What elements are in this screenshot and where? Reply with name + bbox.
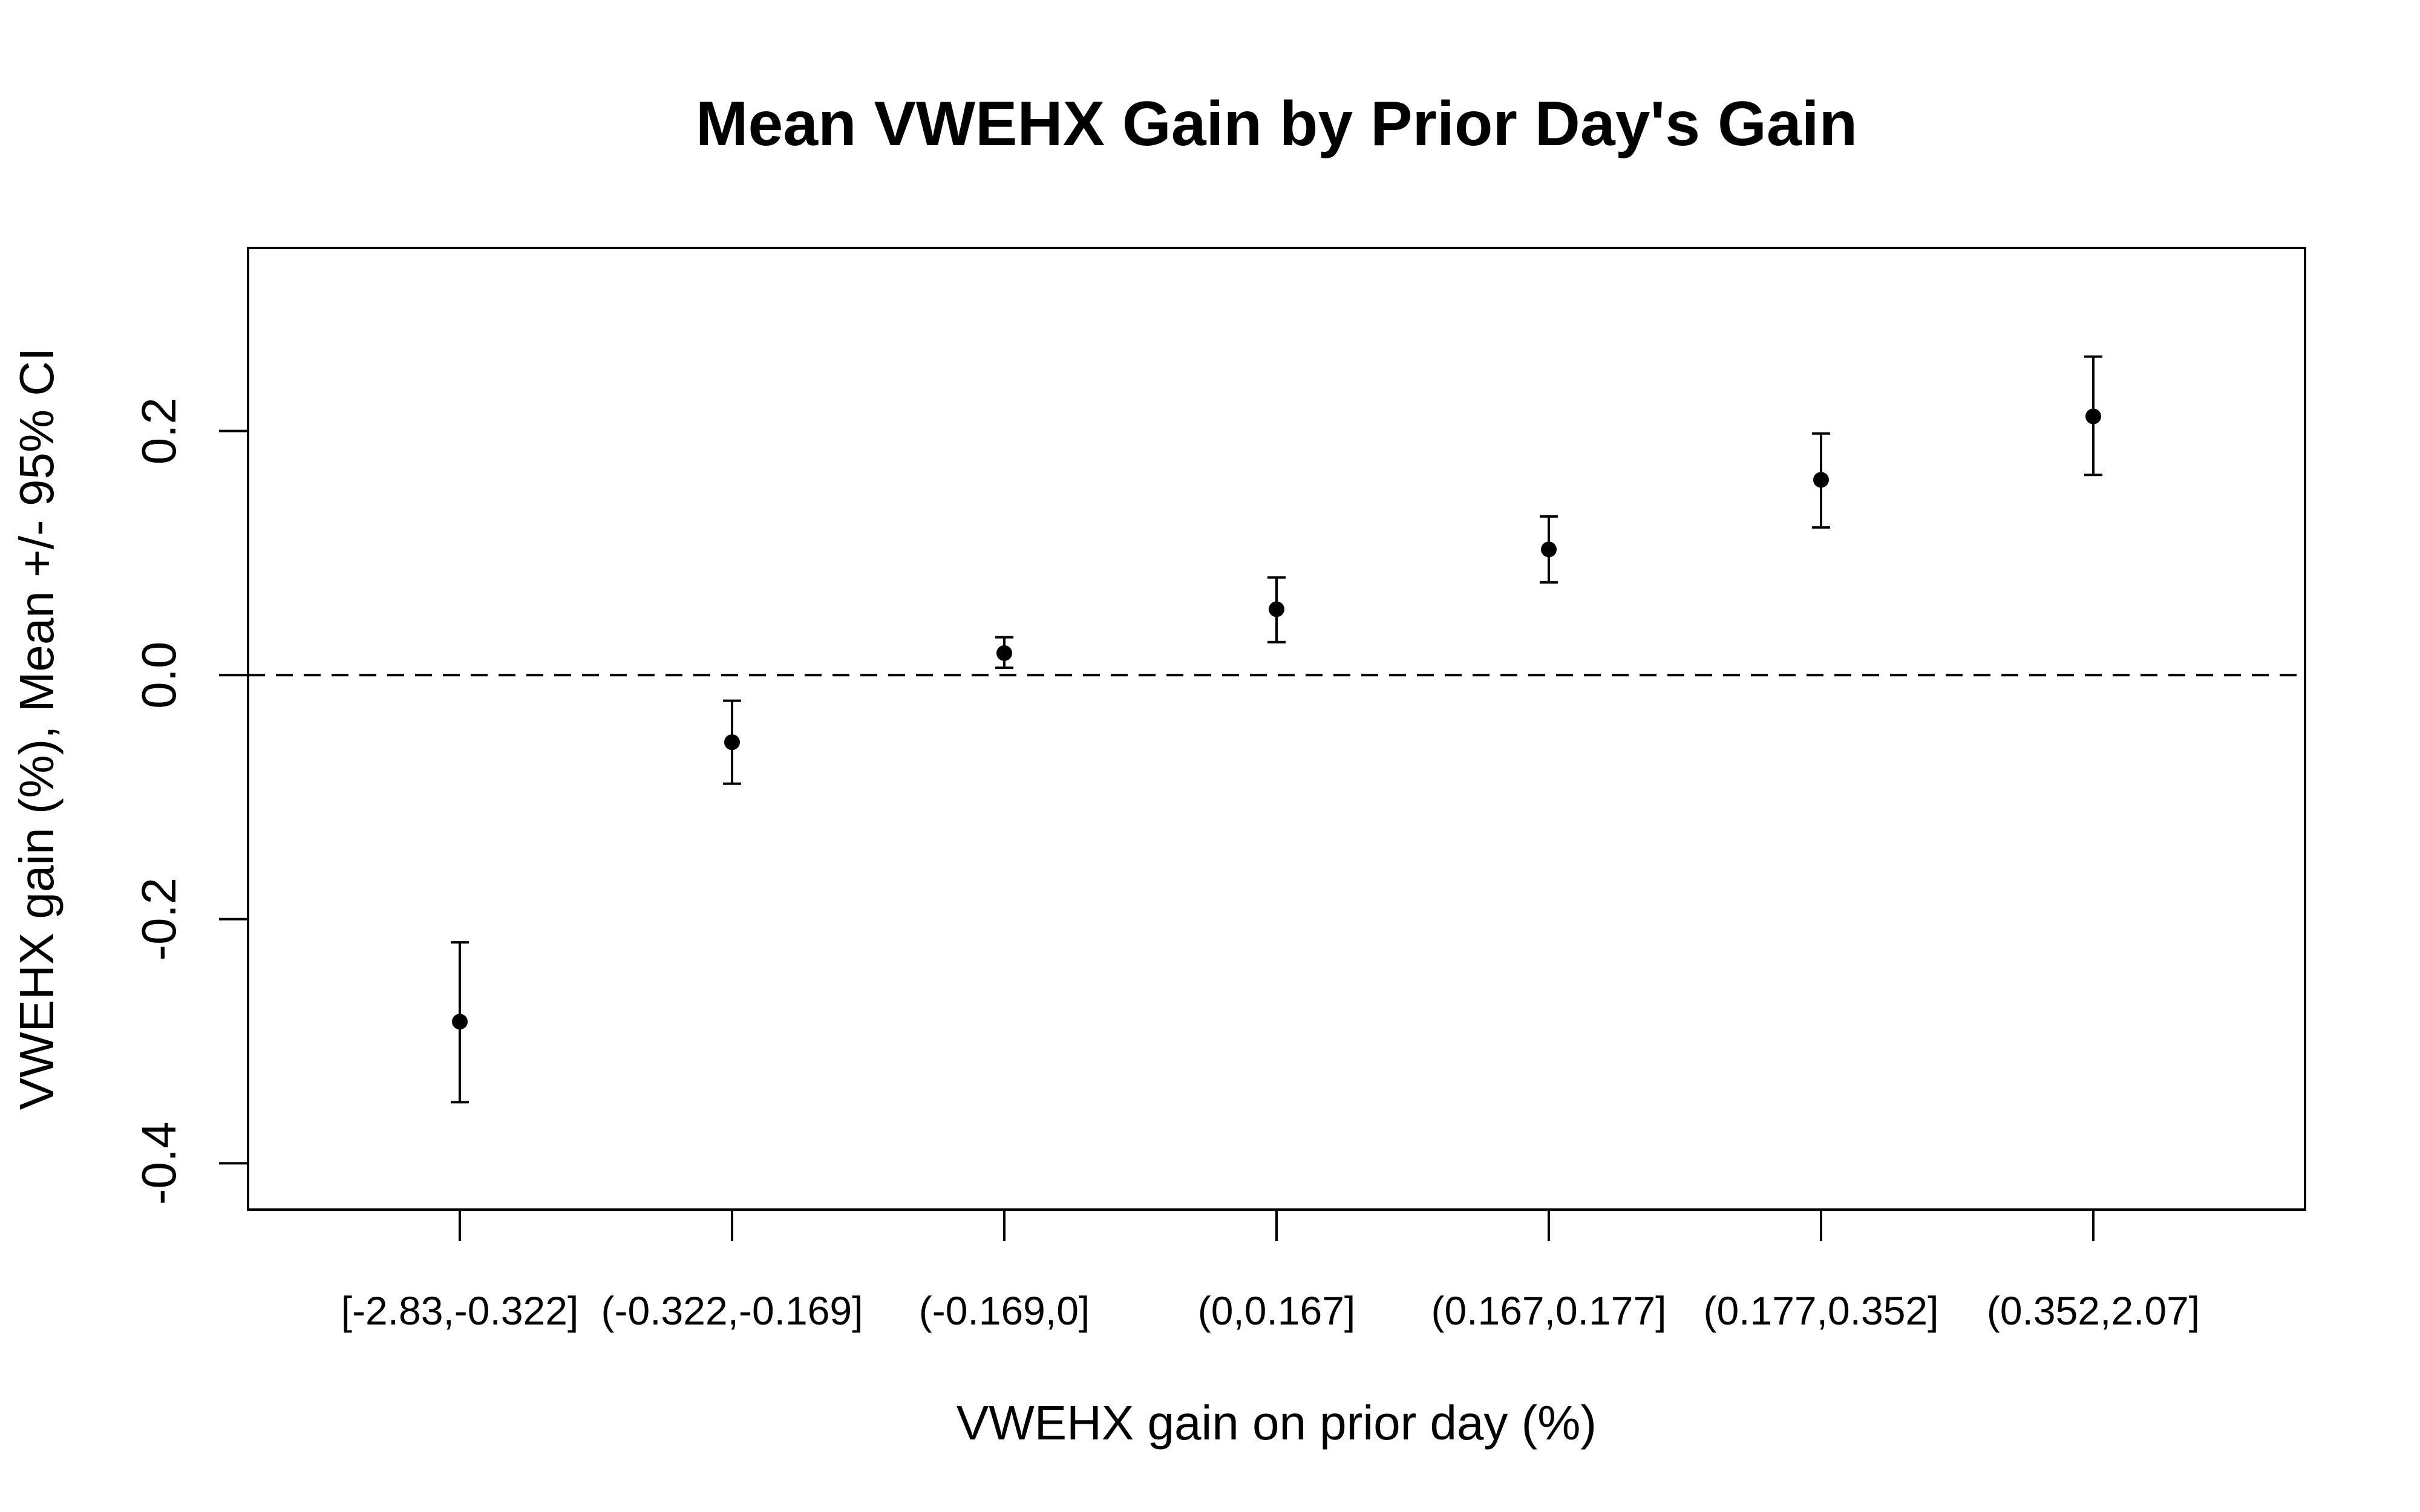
- data-point: [1813, 472, 1829, 488]
- y-axis-label: VWEHX gain (%), Mean +/- 95% CI: [10, 348, 64, 1110]
- data-point: [1269, 601, 1284, 618]
- x-tick-label: (0.177,0.352]: [1704, 1288, 1939, 1333]
- x-tick-label: (-0.322,-0.169]: [601, 1288, 863, 1333]
- x-tick-label: (0,0.167]: [1198, 1288, 1356, 1333]
- chart-marks: -0.4 -0.2 0.0 0.2 [-2.83,-0.322] (-0.322,-0.1…: [132, 355, 2305, 1333]
- x-tick-label: (0.167,0.177]: [1431, 1288, 1667, 1333]
- plot-area: [247, 247, 2306, 1211]
- y-tick-label: -0.4: [132, 1121, 186, 1205]
- data-point: [452, 1014, 468, 1030]
- x-tick-label: (-0.169,0]: [919, 1288, 1090, 1333]
- data-point: [1541, 541, 1557, 558]
- data-point: [996, 645, 1012, 661]
- x-axis-label: VWEHX gain on prior day (%): [957, 1396, 1597, 1450]
- data-point: [724, 734, 740, 751]
- data-point: [2085, 408, 2101, 425]
- x-tick-label: [-2.83,-0.322]: [341, 1288, 579, 1333]
- chart-title: Mean VWEHX Gain by Prior Day's Gain: [696, 89, 1857, 159]
- y-tick-label: -0.2: [132, 878, 186, 961]
- x-tick-label: (0.352,2.07]: [1987, 1288, 2200, 1333]
- y-tick-label: 0.0: [132, 642, 186, 709]
- y-tick-label: 0.2: [132, 397, 186, 464]
